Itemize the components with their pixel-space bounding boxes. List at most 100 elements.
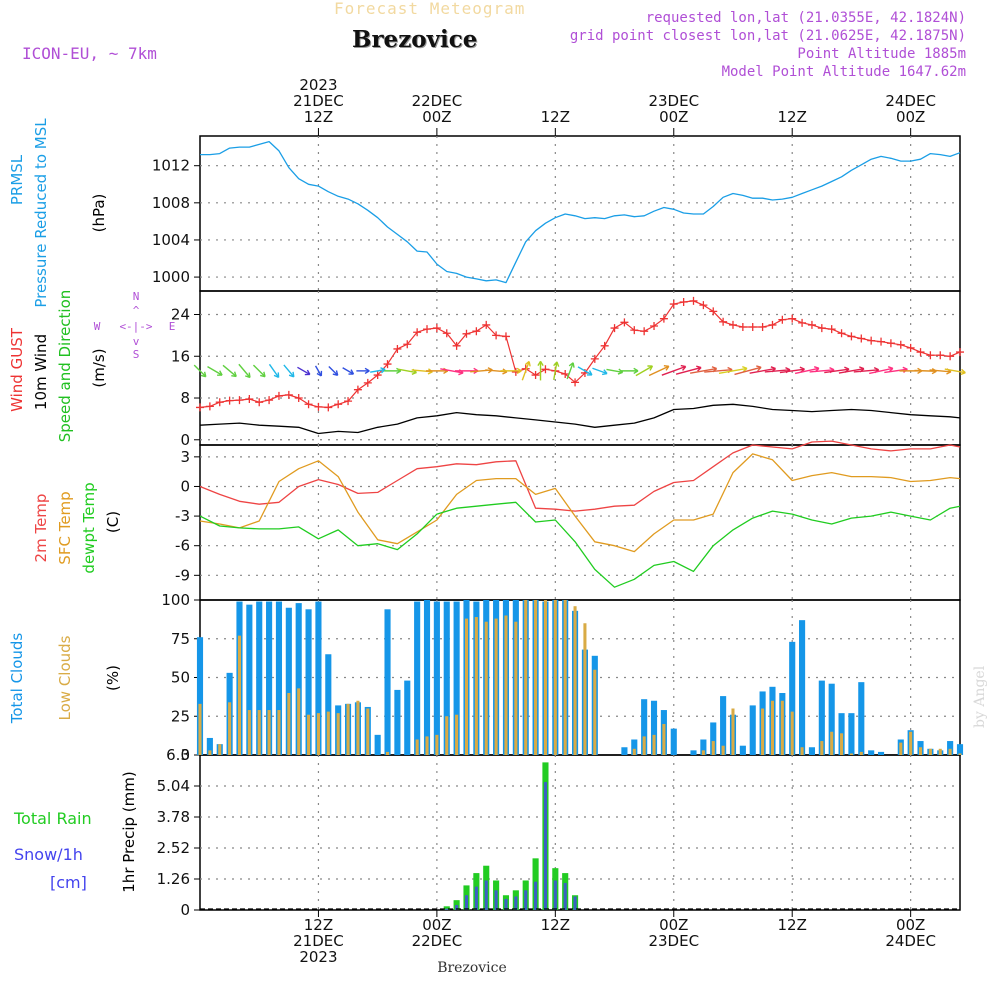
clouds-total-bar xyxy=(305,609,312,755)
temp-y-tick-label: -9 xyxy=(175,566,190,584)
wind-direction-arrow xyxy=(207,366,223,376)
clouds-total-bar xyxy=(868,750,875,755)
clouds-low-bar xyxy=(800,747,804,755)
clouds-total-bar xyxy=(947,741,954,755)
clouds-low-bar xyxy=(346,703,350,755)
clouds-total-bar xyxy=(206,737,213,755)
clouds-low-bar xyxy=(928,748,932,755)
wind-10m-label: 10m Wind xyxy=(32,334,50,410)
top-time-label: 00Z xyxy=(896,108,925,126)
wind-gust-point xyxy=(857,334,866,343)
clouds-low-bar xyxy=(958,753,962,755)
wind-gust-point xyxy=(561,370,570,379)
wind-gust-point xyxy=(807,320,816,329)
clouds-low-bar xyxy=(830,731,834,755)
wind-gust-point xyxy=(788,314,797,323)
top-time-label: 12Z xyxy=(304,108,333,126)
wind-arrow-head xyxy=(742,365,748,373)
pressure-unit-label: (hPa) xyxy=(90,194,108,233)
bottom-time-label: 24DEC xyxy=(885,932,936,950)
precip-y-tick-label: 3.78 xyxy=(157,808,190,826)
compass-horizontal: <-|-> xyxy=(119,320,152,333)
wind-gust-line xyxy=(199,300,961,408)
clouds-low-bar xyxy=(336,713,340,755)
wind-gust-point xyxy=(294,394,303,403)
precip-snow-unit-label: [cm] xyxy=(50,873,87,892)
wind-gust-point xyxy=(758,323,767,332)
wind-y-tick-label: 16 xyxy=(171,347,190,365)
pressure-label-desc: Pressure Reduced to MSL xyxy=(32,118,50,308)
clouds-low-bar xyxy=(386,751,390,755)
wind-gust-point xyxy=(492,331,501,340)
clouds-total-bar xyxy=(394,689,401,755)
wind-arrow-head xyxy=(553,361,560,367)
wind-gust-point xyxy=(906,343,915,352)
wind-gust-point xyxy=(215,398,224,407)
clouds-total-bar xyxy=(196,637,204,755)
wind-arrow-head xyxy=(316,370,323,377)
wind-arrow-head xyxy=(217,370,223,376)
wind-direction-arrow xyxy=(328,365,339,376)
wind-gust-point xyxy=(659,314,668,323)
clouds-low-label: Low Clouds xyxy=(56,635,74,720)
wind-direction-arrow xyxy=(675,366,702,375)
clouds-low-bar xyxy=(494,618,498,755)
wind-gust-point xyxy=(867,336,876,345)
wind-gust-point xyxy=(383,360,392,369)
compass-arrow-down: v xyxy=(133,335,140,348)
wind-y-tick-label: 0 xyxy=(180,431,190,449)
top-time-label: 00Z xyxy=(659,108,688,126)
clouds-total-bar xyxy=(818,680,825,755)
wind-gust-point xyxy=(403,340,412,349)
wind-gust-point xyxy=(482,320,491,329)
compass-arrow-up: ^ xyxy=(133,304,140,317)
wind-gust-point xyxy=(689,296,698,305)
clouds-low-bar xyxy=(464,618,469,755)
clouds-total-bar xyxy=(315,601,322,755)
wind-gust-point xyxy=(423,325,432,334)
wind-direction-arrow xyxy=(794,367,820,375)
temp-2m-line xyxy=(199,440,961,512)
precip-rain-bar xyxy=(443,906,450,910)
clouds-low-bar xyxy=(899,742,903,755)
wind-arrow-head xyxy=(200,371,207,378)
clouds-low-bar xyxy=(287,693,291,755)
temp-sfc-label: SFC Temp xyxy=(56,491,74,564)
precip-y-tick-label: 5.04 xyxy=(157,777,190,795)
clouds-total-bar xyxy=(414,601,421,755)
gridpoint-coords: grid point closest lon,lat (21.0625E, 42… xyxy=(569,28,966,44)
compass-south: S xyxy=(133,348,140,361)
clouds-low-bar xyxy=(455,714,459,755)
clouds-low-bar xyxy=(662,724,666,755)
wind-gust-point xyxy=(847,332,856,341)
wind-direction-arrow xyxy=(809,369,835,373)
precip-snow-bar xyxy=(573,896,577,910)
clouds-low-bar xyxy=(277,710,281,755)
wind-gust-point xyxy=(472,327,481,336)
bottom-time-label: 2023 xyxy=(299,948,337,966)
wind-gust-point xyxy=(284,390,293,399)
wind-arrow-head xyxy=(364,367,370,375)
precip-y-tick-label: 6.3 xyxy=(166,746,190,764)
wind-gust-label: Wind GUST xyxy=(8,327,26,412)
clouds-low-bar xyxy=(218,744,222,755)
wind-gust-point xyxy=(373,371,382,380)
wind-gust-point xyxy=(827,325,836,334)
precip-total-rain-label: Total Rain xyxy=(13,809,92,828)
wind-direction-arrow xyxy=(690,367,717,374)
wind-gust-point xyxy=(738,323,747,332)
clouds-low-bar xyxy=(297,688,301,755)
wind-direction-arrow xyxy=(193,364,207,378)
wind-arrow-head xyxy=(516,367,522,375)
wind-gust-point xyxy=(728,320,737,329)
clouds-low-bar xyxy=(770,700,774,755)
wind-gust-point xyxy=(196,403,204,412)
wind-direction-arrow xyxy=(661,365,686,376)
clouds-low-bar xyxy=(198,703,202,755)
clouds-low-bar xyxy=(721,745,725,755)
wind-direction-arrow xyxy=(592,367,608,375)
wind-arrow-head xyxy=(601,369,608,376)
compass-east: E xyxy=(169,320,176,333)
precip-y-tick-label: 0 xyxy=(180,901,190,919)
